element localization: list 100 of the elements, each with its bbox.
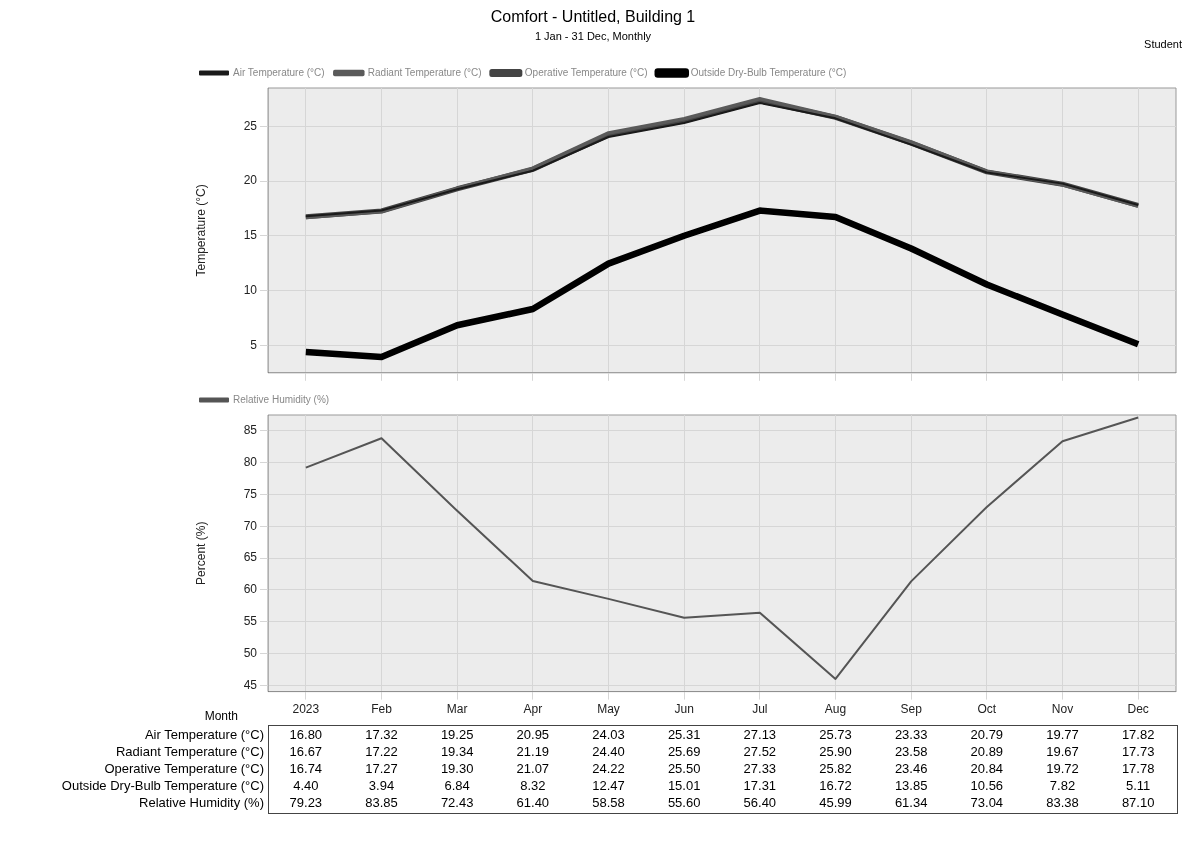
- data-label: 61.34: [894, 795, 928, 810]
- y-tick-label: 5: [250, 337, 258, 352]
- data-label: 55.60: [667, 795, 701, 810]
- data-label: 27.13: [743, 727, 777, 742]
- chart-subtitle: 1 Jan - 31 Dec, Monthly: [534, 30, 652, 42]
- legend-label: Operative Temperature (°C): [524, 66, 648, 78]
- data-label: 19.30: [440, 761, 474, 776]
- text: Outside Dry-Bulb Temperature (°C): [61, 778, 264, 793]
- x-tick-label: Jun: [674, 702, 694, 717]
- data-label: 20.79: [970, 727, 1004, 742]
- data-label: 16.80: [289, 727, 323, 742]
- y-tick-label: 20: [243, 173, 258, 188]
- x-tick-label: Dec: [1127, 702, 1149, 717]
- data-label: 58.58: [592, 795, 625, 810]
- data-label: 21.19: [516, 744, 550, 759]
- data-label: 24.03: [592, 727, 625, 742]
- data-label: 21.07: [516, 761, 550, 776]
- y-tick-label: 10: [243, 282, 258, 297]
- data-label: 7.82: [1049, 778, 1076, 793]
- text: Student: [1144, 38, 1182, 50]
- y-tick-label: 85: [243, 423, 258, 438]
- data-label: 17.32: [365, 727, 398, 742]
- x-axis-title: Month: [204, 709, 238, 723]
- data-label: 19.34: [440, 744, 474, 759]
- data-label: 4.40: [293, 778, 319, 793]
- y-tick-label: 65: [243, 550, 258, 565]
- data-label: 17.82: [1121, 727, 1155, 742]
- legend-label: Air Temperature (°C): [233, 66, 325, 78]
- data-label: 25.82: [819, 761, 852, 776]
- data-label: 24.22: [592, 761, 625, 776]
- data-label: 16.72: [819, 778, 852, 793]
- x-tick-label: Jul: [752, 702, 768, 717]
- data-label: 12.47: [592, 778, 625, 793]
- text: Air Temperature (°C): [144, 727, 264, 742]
- data-label: 16.67: [289, 744, 323, 759]
- data-label: 25.90: [819, 744, 852, 759]
- data-label: 3.94: [368, 778, 395, 793]
- y-tick-label: 25: [243, 118, 258, 133]
- data-label: 23.46: [894, 761, 928, 776]
- data-label: 83.38: [1046, 795, 1079, 810]
- data-label: 25.31: [667, 727, 701, 742]
- data-label: 20.89: [970, 744, 1004, 759]
- data-label: 17.73: [1121, 744, 1155, 759]
- data-label: 8.32: [520, 778, 546, 793]
- y-tick-label: 75: [243, 486, 258, 501]
- x-tick-label: Sep: [900, 702, 923, 717]
- legend-label: Relative Humidity (%): [233, 393, 330, 405]
- x-tick-label: May: [597, 702, 620, 717]
- x-tick-label: Nov: [1051, 702, 1074, 717]
- data-label: 72.43: [440, 795, 474, 810]
- data-label: 5.11: [1125, 778, 1151, 793]
- data-label: 56.40: [743, 795, 777, 810]
- data-label: 79.23: [289, 795, 323, 810]
- x-tick-label: 2023: [292, 702, 320, 717]
- y-tick-label: 70: [243, 518, 258, 533]
- text: Radiant Temperature (°C): [115, 744, 264, 759]
- data-label: 13.85: [894, 778, 928, 793]
- data-label: 27.52: [743, 744, 777, 759]
- y-tick-label: 55: [243, 613, 258, 628]
- data-label: 16.74: [289, 761, 323, 776]
- data-label: 45.99: [819, 795, 852, 810]
- data-label: 17.22: [365, 744, 398, 759]
- x-tick-label: Feb: [371, 702, 393, 717]
- y-tick-label: 80: [243, 455, 258, 469]
- data-label: 25.69: [667, 744, 701, 759]
- data-label: 17.27: [365, 761, 398, 776]
- data-label: 23.33: [894, 727, 928, 742]
- data-label: 17.78: [1121, 761, 1155, 776]
- data-label: 20.95: [516, 727, 550, 742]
- data-label: 15.01: [667, 778, 701, 793]
- text: Relative Humidity (%): [139, 795, 264, 810]
- data-label: 87.10: [1121, 795, 1155, 810]
- data-label: 61.40: [516, 795, 550, 810]
- data-label: 83.85: [365, 795, 398, 810]
- data-label: 24.40: [592, 744, 625, 759]
- data-label: 19.67: [1046, 744, 1079, 759]
- text: Operative Temperature (°C): [104, 761, 264, 776]
- data-label: 73.04: [970, 795, 1004, 810]
- x-tick-label: Apr: [523, 702, 543, 717]
- data-label: 19.25: [440, 727, 474, 742]
- data-label: 25.50: [667, 761, 701, 776]
- data-label: 19.72: [1046, 761, 1079, 776]
- data-label: 20.84: [970, 761, 1004, 776]
- chart-title: Comfort - Untitled, Building 1: [489, 8, 697, 26]
- x-tick-label: Aug: [824, 702, 847, 717]
- data-label: 6.84: [444, 778, 470, 793]
- data-label: 19.77: [1046, 727, 1079, 742]
- legend-label: Outside Dry-Bulb Temperature (°C): [690, 66, 847, 78]
- legend-label: Radiant Temperature (°C): [367, 66, 482, 78]
- y-tick-label: 50: [243, 645, 258, 660]
- y-axis-title: Percent (%): [193, 521, 208, 585]
- y-axis-title: Temperature (°C): [193, 184, 208, 277]
- data-label: 25.73: [819, 727, 852, 742]
- data-label: 10.56: [970, 778, 1004, 793]
- data-label: 23.58: [894, 744, 928, 759]
- data-label: 17.31: [743, 778, 777, 793]
- y-tick-label: 60: [243, 582, 258, 597]
- y-tick-label: 45: [243, 677, 258, 692]
- x-tick-label: Mar: [446, 702, 468, 717]
- x-tick-label: Oct: [977, 702, 997, 717]
